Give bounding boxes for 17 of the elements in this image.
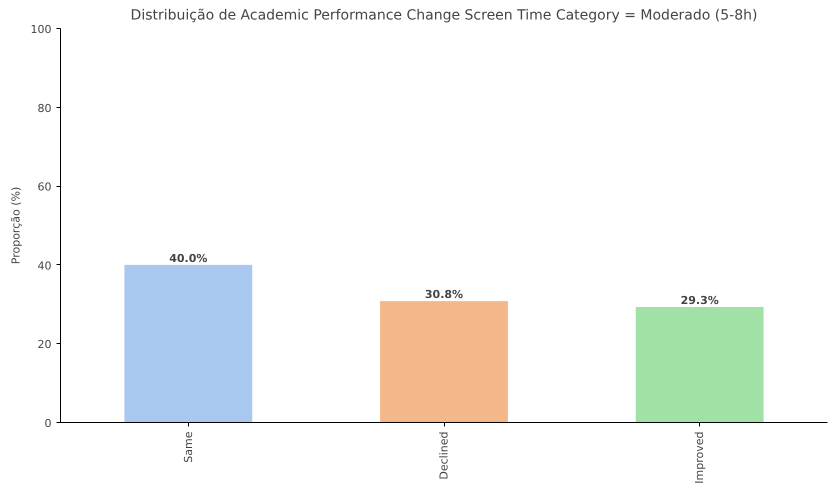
y-axis-title: Proporção (%): [10, 186, 23, 264]
bar: [124, 264, 252, 422]
y-tick-label: 80: [38, 102, 52, 115]
x-tick-label: Declined: [438, 431, 450, 480]
y-tick-label: 60: [38, 180, 52, 194]
bar: [380, 301, 508, 422]
y-tick-label: 100: [30, 23, 52, 36]
y-tick-label: 40: [38, 259, 52, 272]
x-tick-label: Improved: [693, 431, 706, 484]
x-tick-label: Same: [182, 431, 195, 463]
data-label: 40.0%: [169, 252, 208, 265]
bar: [636, 307, 764, 422]
data-label: 30.8%: [424, 288, 464, 302]
data-label: 29.3%: [680, 294, 719, 308]
chart-title: Distribuição de Academic Performance Change Screen Time Category = Moderado (5-8h): [130, 8, 758, 24]
y-tick-label: 0: [44, 417, 52, 430]
y-tick-label: 20: [38, 338, 52, 352]
